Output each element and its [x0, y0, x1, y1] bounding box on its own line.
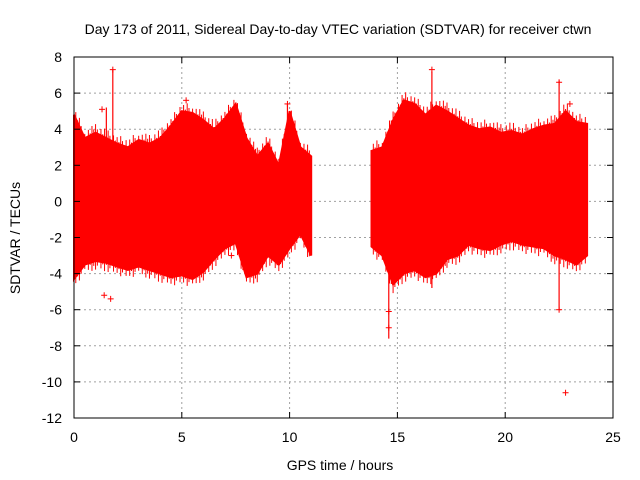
x-tick-label: 25: [605, 429, 621, 445]
y-tick-label: 0: [54, 193, 62, 209]
outlier-point: [556, 79, 563, 86]
chart-title: Day 173 of 2011, Sidereal Day-to-day VTE…: [85, 21, 592, 37]
outlier-point: [556, 306, 563, 313]
data-spikes: [105, 69, 560, 339]
y-tick-label: 8: [54, 49, 62, 65]
outlier-point: [228, 252, 235, 259]
y-tick-label: -4: [50, 266, 63, 282]
y-tick-label: -6: [50, 302, 63, 318]
y-tick-label: -8: [50, 338, 63, 354]
y-tick-label: 6: [54, 85, 62, 101]
x-tick-label: 0: [70, 429, 78, 445]
outlier-point: [562, 389, 569, 396]
data-bands: [73, 92, 589, 294]
outlier-point: [101, 292, 108, 299]
y-tick-label: -10: [42, 374, 62, 390]
outlier-point: [183, 97, 190, 104]
outlier-point: [99, 106, 106, 113]
y-tick-label: -2: [50, 230, 63, 246]
y-axis-label: SDTVAR / TECUs: [7, 182, 23, 294]
outlier-point: [385, 324, 392, 331]
outlier-point: [109, 66, 116, 73]
x-tick-label: 5: [178, 429, 186, 445]
x-tick-label: 20: [497, 429, 513, 445]
x-tick-label: 10: [282, 429, 298, 445]
y-tick-label: 4: [54, 121, 62, 137]
y-axis-ticks: -12 -10 -8 -6 -4 -2 0 2 4 6 8: [42, 49, 613, 426]
data-outliers: [99, 66, 573, 396]
x-axis-label: GPS time / hours: [287, 457, 394, 473]
outlier-point: [107, 295, 114, 302]
x-tick-label: 15: [390, 429, 406, 445]
outlier-point: [284, 100, 291, 107]
outlier-point: [385, 308, 392, 315]
outlier-point: [428, 66, 435, 73]
outlier-point: [566, 100, 573, 107]
y-tick-label: 2: [54, 157, 62, 173]
x-axis-ticks: 0 5 10 15 20 25: [70, 57, 621, 445]
y-tick-label: -12: [42, 410, 62, 426]
